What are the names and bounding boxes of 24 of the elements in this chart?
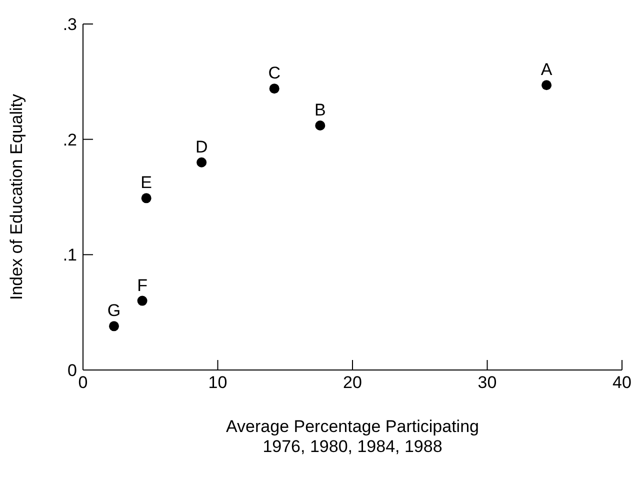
x-tick-label: 20 [343, 373, 362, 392]
annotation: B [314, 100, 326, 120]
annotation: G [107, 301, 121, 320]
point [108, 321, 119, 332]
point [315, 120, 326, 130]
x-tick-label: 40 [612, 373, 632, 392]
point [542, 80, 552, 90]
y-axis-title: Index of Education Equality [7, 93, 26, 300]
x-tick-label: 30 [478, 373, 497, 392]
point [137, 296, 148, 306]
annotation: F [137, 276, 148, 295]
point [141, 193, 152, 204]
x-axis-title: Average Percentage Participating 1976, 1980, 1984, 1988 [226, 417, 479, 456]
annotation: A [540, 60, 553, 80]
y-tick-label: 0 [68, 361, 77, 380]
y-tick-label: .3 [62, 15, 77, 34]
point [269, 84, 280, 94]
annotation: C [268, 64, 280, 83]
x-tick-label: 10 [208, 373, 228, 392]
annotation: E [140, 173, 152, 192]
y-tick-label: .1 [62, 246, 77, 265]
annotation: D [195, 137, 208, 156]
y-tick-label: .2 [62, 130, 77, 150]
point [196, 157, 207, 168]
